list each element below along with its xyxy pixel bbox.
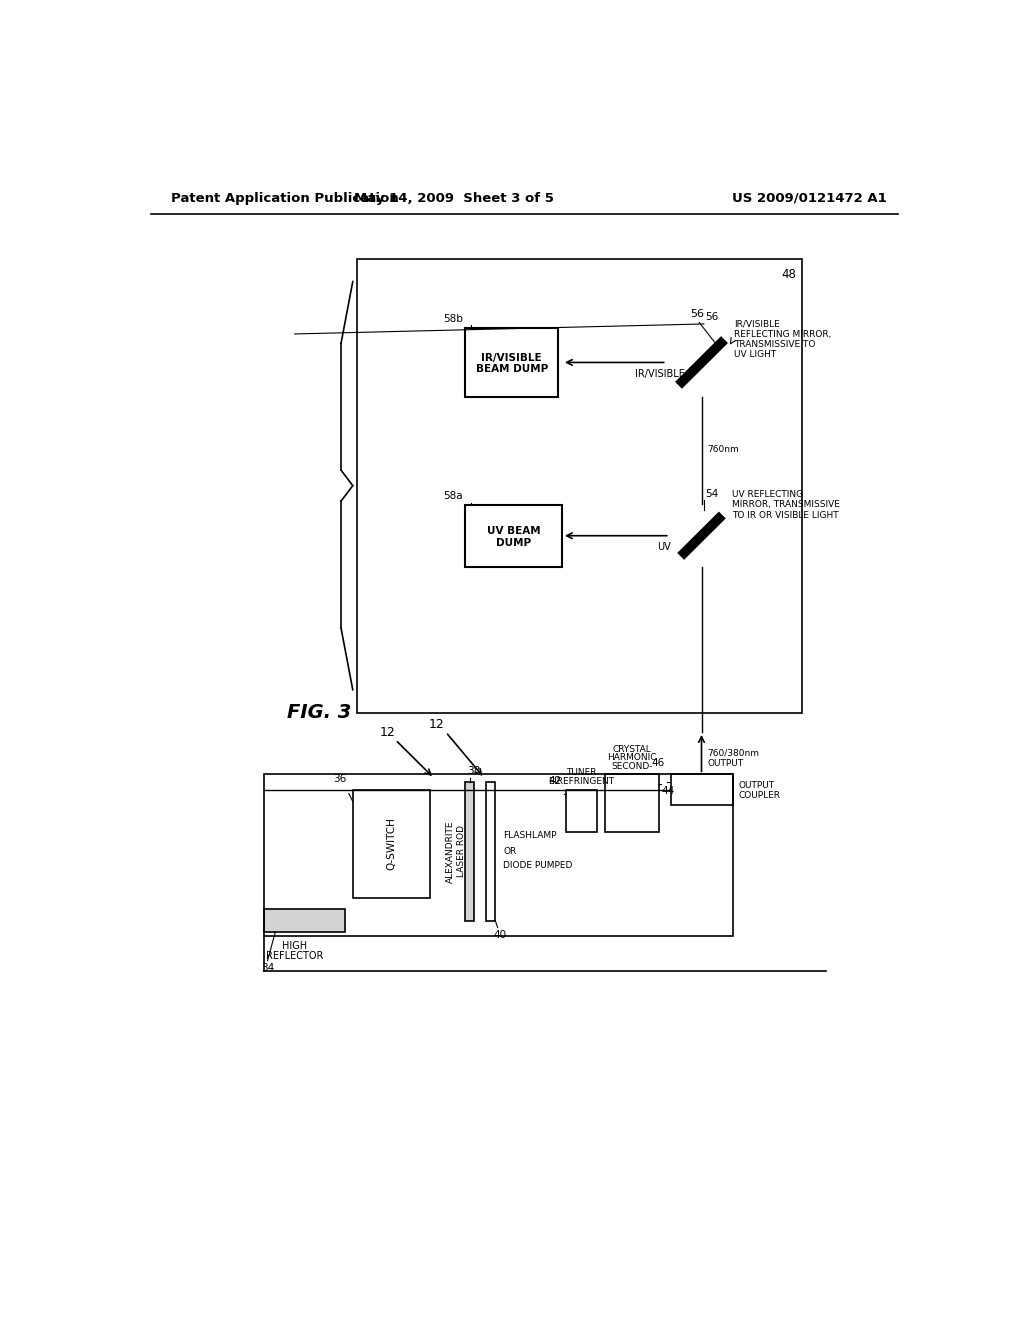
Text: OUTPUT: OUTPUT bbox=[708, 759, 743, 768]
Text: IR/VISIBLE: IR/VISIBLE bbox=[635, 368, 685, 379]
Text: 58b: 58b bbox=[443, 314, 463, 323]
Text: 56: 56 bbox=[706, 313, 719, 322]
Bar bbox=[604, 775, 658, 832]
Text: TUNER: TUNER bbox=[566, 768, 597, 777]
Text: 46: 46 bbox=[651, 758, 665, 768]
Text: IR/VISIBLE: IR/VISIBLE bbox=[481, 352, 542, 363]
Text: 760/380nm: 760/380nm bbox=[708, 748, 760, 758]
Bar bbox=[352, 789, 430, 898]
Text: HIGH: HIGH bbox=[282, 941, 307, 952]
Bar bbox=[263, 775, 732, 936]
Text: UV REFLECTING
MIRROR, TRANSMISSIVE
TO IR OR VISIBLE LIGHT: UV REFLECTING MIRROR, TRANSMISSIVE TO IR… bbox=[731, 490, 840, 520]
Text: BEAM DUMP: BEAM DUMP bbox=[475, 364, 548, 375]
Bar bbox=[465, 781, 474, 921]
Text: FIG. 3: FIG. 3 bbox=[287, 704, 351, 722]
Text: COUPLER: COUPLER bbox=[738, 792, 780, 800]
Text: CRYSTAL: CRYSTAL bbox=[612, 744, 651, 754]
Text: 48: 48 bbox=[781, 268, 796, 281]
Text: 760nm: 760nm bbox=[708, 445, 739, 454]
Text: FLASHLAMP: FLASHLAMP bbox=[503, 832, 557, 841]
Text: HARMONIC: HARMONIC bbox=[607, 754, 656, 762]
Text: Q-SWITCH: Q-SWITCH bbox=[386, 817, 396, 870]
Text: UV BEAM: UV BEAM bbox=[486, 527, 541, 536]
Text: 12: 12 bbox=[429, 718, 444, 731]
Text: DUMP: DUMP bbox=[496, 537, 531, 548]
Text: OR: OR bbox=[503, 847, 516, 855]
Bar bbox=[465, 327, 558, 397]
Text: DIODE PUMPED: DIODE PUMPED bbox=[503, 861, 572, 870]
Text: OUTPUT: OUTPUT bbox=[738, 781, 775, 791]
Text: 44: 44 bbox=[662, 785, 675, 796]
Text: May 14, 2009  Sheet 3 of 5: May 14, 2009 Sheet 3 of 5 bbox=[353, 191, 553, 205]
Text: SECOND-: SECOND- bbox=[611, 762, 652, 771]
Text: IR/VISIBLE
REFLECTING MIRROR,
TRANSMISSIVE TO
UV LIGHT: IR/VISIBLE REFLECTING MIRROR, TRANSMISSI… bbox=[734, 319, 831, 359]
Bar bbox=[356, 259, 802, 713]
Text: 56: 56 bbox=[690, 309, 705, 318]
Text: UV: UV bbox=[657, 543, 671, 552]
Text: REFLECTOR: REFLECTOR bbox=[266, 950, 324, 961]
Text: 36: 36 bbox=[333, 774, 346, 784]
Text: 38: 38 bbox=[467, 766, 480, 776]
Text: 40: 40 bbox=[494, 929, 507, 940]
Text: Patent Application Publication: Patent Application Publication bbox=[171, 191, 398, 205]
Bar bbox=[486, 781, 496, 921]
Bar bbox=[671, 775, 732, 805]
Text: 58a: 58a bbox=[443, 491, 463, 502]
Bar bbox=[566, 789, 597, 832]
Text: 12: 12 bbox=[380, 726, 395, 739]
Text: ALEXANDRITE
LASER ROD: ALEXANDRITE LASER ROD bbox=[446, 820, 466, 883]
Text: 42: 42 bbox=[549, 776, 562, 785]
Bar bbox=[465, 506, 562, 566]
Text: BIREFRINGENT: BIREFRINGENT bbox=[548, 777, 614, 785]
Bar bbox=[263, 909, 345, 932]
Text: 34: 34 bbox=[261, 964, 274, 973]
Text: 54: 54 bbox=[706, 488, 719, 499]
Text: US 2009/0121472 A1: US 2009/0121472 A1 bbox=[732, 191, 887, 205]
